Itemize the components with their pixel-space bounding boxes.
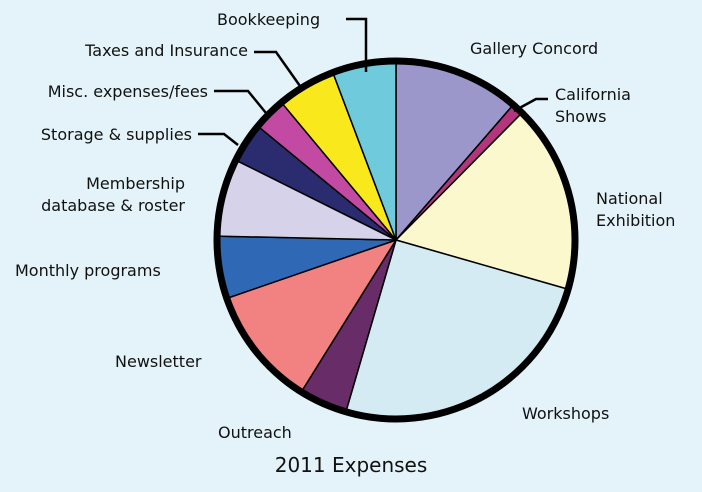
leader-line-taxes-and-insurance bbox=[254, 50, 302, 87]
label-storage-and-supplies: Storage & supplies bbox=[41, 125, 192, 144]
leader-line-misc-expenses-fees bbox=[214, 89, 267, 114]
label-misc-expenses-fees: Misc. expenses/fees bbox=[48, 82, 208, 101]
label-monthly-programs: Monthly programs bbox=[15, 261, 161, 280]
label-newsletter: Newsletter bbox=[115, 352, 202, 371]
label-california-shows: California Shows bbox=[555, 85, 631, 126]
chart-title: 2011 Expenses bbox=[274, 453, 428, 477]
label-workshops: Workshops bbox=[522, 404, 609, 423]
pie-border bbox=[213, 57, 579, 423]
label-gallery-concord: Gallery Concord bbox=[470, 39, 598, 58]
leader-line-california-shows bbox=[513, 97, 548, 113]
leader-line-bookkeeping bbox=[346, 17, 368, 72]
label-national-exhibition: National Exhibition bbox=[596, 189, 675, 230]
label-outreach: Outreach bbox=[218, 423, 292, 442]
leader-line-storage-and-supplies bbox=[198, 132, 239, 146]
label-taxes-and-insurance: Taxes and Insurance bbox=[84, 41, 248, 60]
label-bookkeeping: Bookkeeping bbox=[217, 10, 320, 29]
label-membership-database-and-roster: Membership database & roster bbox=[41, 174, 185, 215]
